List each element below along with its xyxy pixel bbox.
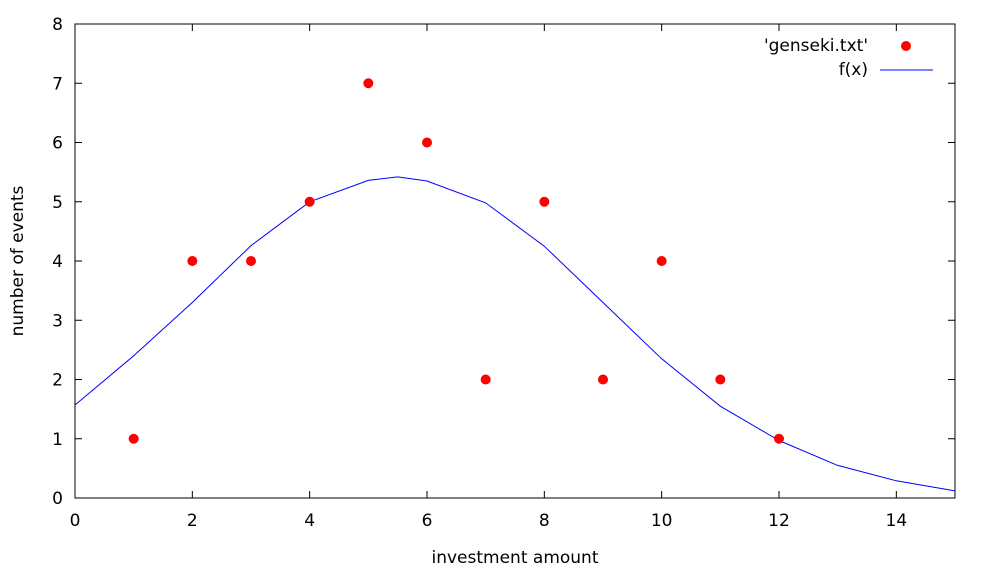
data-point	[304, 196, 315, 207]
x-tick-label: 2	[187, 511, 198, 531]
legend-label-curve: f(x)	[839, 60, 868, 80]
y-axis-ticks: 0 1 2 3 4 5 6 7 8	[52, 15, 955, 509]
y-tick-label: 1	[52, 430, 63, 450]
fit-curve-layer	[74, 176, 956, 492]
y-axis-label: number of events	[8, 185, 28, 336]
x-tick-label: 8	[539, 511, 550, 531]
y-tick-label: 2	[52, 371, 63, 391]
x-tick-label: 0	[70, 511, 81, 531]
x-axis-label: investment amount	[432, 548, 599, 568]
y-tick-label: 3	[52, 311, 63, 331]
data-points-layer	[128, 78, 784, 444]
x-tick-label: 14	[886, 511, 908, 531]
y-tick-label: 6	[52, 134, 63, 154]
data-point	[715, 374, 726, 385]
data-point	[422, 137, 432, 148]
y-tick-label: 4	[52, 252, 63, 272]
data-point	[128, 433, 139, 444]
y-tick-label: 5	[52, 193, 63, 213]
legend: 'genseki.txt' f(x)	[764, 36, 933, 80]
y-tick-label: 7	[52, 74, 63, 94]
x-tick-label: 12	[768, 511, 790, 531]
x-tick-label: 4	[304, 511, 315, 531]
legend-marker-points	[901, 41, 911, 51]
data-point	[363, 78, 374, 89]
y-tick-label: 8	[52, 15, 63, 35]
data-point	[246, 256, 256, 266]
data-point	[187, 256, 198, 266]
legend-label-points: 'genseki.txt'	[764, 36, 868, 56]
x-tick-label: 10	[651, 511, 673, 531]
plot-frame	[74, 23, 956, 499]
x-axis-ticks: 0 2 4 6 8 10 12 14	[70, 24, 908, 531]
data-point	[656, 256, 667, 266]
x-tick-label: 6	[422, 511, 433, 531]
fit-curve-line	[74, 176, 956, 492]
data-point	[598, 374, 608, 385]
data-point	[480, 374, 491, 385]
data-point	[539, 196, 550, 207]
data-point	[774, 433, 784, 444]
y-tick-label: 0	[52, 489, 63, 509]
